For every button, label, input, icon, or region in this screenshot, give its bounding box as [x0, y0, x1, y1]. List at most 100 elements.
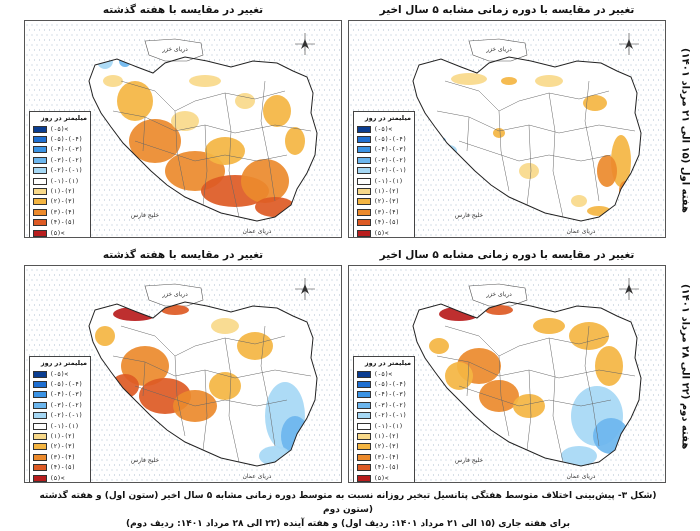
legend: میلیمتر در روز (-۵)< (-۵)-(-۴) (-۴)-(-۳) (-۳… [29, 111, 91, 237]
map-panel-week2-lastweek: تغییر در مقایسه با هفته گذشته دریای خزر د… [24, 249, 342, 483]
panel-title: تغییر در مقایسه با هفته گذشته [102, 249, 264, 261]
iran-landmass [413, 57, 641, 221]
anomaly-patch [237, 332, 273, 360]
legend-item: (۳)-(۴) [357, 207, 411, 217]
legend-item: (-۲)-(-۱) [357, 166, 411, 176]
caspian-sea [144, 283, 204, 307]
legend-label: (۵)< [374, 474, 389, 482]
legend-swatch [33, 146, 47, 154]
legend-swatch [357, 136, 371, 144]
anomaly-patch [211, 318, 239, 334]
legend-item: (۲)-(۳) [33, 197, 87, 207]
legend-label: (-۵)< [50, 125, 69, 133]
legend-swatch [357, 370, 371, 378]
legend-swatch [357, 208, 371, 216]
anomaly-patch [209, 372, 241, 400]
caspian-label: دریای خزر [161, 46, 188, 53]
legend-label: (۲)-(۳) [50, 198, 76, 206]
legend-swatch [357, 433, 371, 441]
legend-swatch [33, 156, 47, 164]
map-panel-week1-lastweek: تغییر در مقایسه با هفته گذشته دریای خزر د… [24, 4, 342, 238]
legend-swatch [33, 208, 47, 216]
country-border [412, 301, 642, 467]
legend-swatch [33, 453, 47, 461]
legend-swatch [357, 412, 371, 420]
legend-label: (۱)-(۲) [374, 188, 400, 196]
anomaly-patch [501, 77, 517, 85]
country-border [88, 56, 318, 222]
anomaly-patch [241, 159, 289, 203]
province-borders [436, 325, 636, 463]
legend-item: (-۵)-(-۴) [33, 134, 87, 144]
legend-label: (-۳)-(-۲) [50, 401, 83, 409]
panel-title: تغییر در مقایسه با دوره زمانی مشابه ۵ سا… [379, 4, 635, 16]
legend-label: (۲)-(۳) [50, 443, 76, 451]
legend-item: (-۳)-(-۲) [33, 155, 87, 165]
anomaly-patch [593, 418, 629, 454]
legend-swatch [357, 474, 371, 482]
iran-map: دریای خزر دریای عمان خلیج فارس [350, 24, 665, 236]
legend-item: (۴)-(۵) [357, 463, 411, 473]
row-label-week-1: هفته اول (۱۵ الی ۲۱ مرداد ۱۴۰۱) [679, 47, 691, 213]
legend-swatch [33, 136, 47, 144]
legend-swatch [33, 229, 47, 237]
caption-line-1: (شکل ۳- پیش‌بینی اختلاف متوسط هفتگی پتان… [39, 491, 657, 515]
anomaly-patch [189, 75, 221, 87]
legend-swatch [357, 125, 371, 133]
legend-item: (۴)-(۵) [33, 463, 87, 473]
country-border [412, 56, 642, 222]
province-borders [112, 80, 312, 218]
legend-label: (-۲)-(-۱) [50, 167, 83, 175]
legend-item: (۲)-(۳) [357, 197, 411, 207]
legend-item: (-۵)< [357, 124, 411, 134]
anomaly-patch [113, 307, 157, 321]
legend-label: (-۵)< [374, 370, 393, 378]
north-arrow-icon [295, 278, 315, 300]
legend-swatch [357, 401, 371, 409]
legend-item: (۴)-(۵) [33, 218, 87, 228]
legend-item: (-۲)-(-۱) [33, 411, 87, 421]
legend-label: (-۲)-(-۱) [374, 412, 407, 420]
legend-item: (-۵)-(-۴) [357, 379, 411, 389]
anomaly-patch [95, 326, 115, 346]
legend-label: (-۴)-(-۳) [374, 391, 407, 399]
north-arrow-icon [295, 33, 315, 55]
legend-label: (-۴)-(-۳) [50, 391, 83, 399]
oman-sea-label: دریای عمان [567, 473, 596, 480]
anomaly-patch [436, 137, 446, 145]
legend-item: (۱)-(۲) [33, 431, 87, 441]
legend-label: (۵)< [374, 229, 389, 237]
legend-swatch [33, 188, 47, 196]
anomaly-patch [485, 305, 513, 315]
anomaly-patch [513, 394, 545, 418]
anomaly-patch [451, 73, 487, 85]
legend-label: (۳)-(۴) [374, 208, 400, 216]
anomaly-patch [479, 380, 519, 412]
evaporation-anomaly-layer [95, 305, 309, 466]
legend-swatch [33, 464, 47, 472]
legend-label: (-۵)-(-۴) [50, 381, 83, 389]
legend-item: (-۵)-(-۴) [33, 379, 87, 389]
legend: میلیمتر در روز (-۵)< (-۵)-(-۴) (-۴)-(-۳) (-۳… [353, 111, 415, 237]
iran-map: دریای خزر دریای عمان خلیج فارس [350, 269, 665, 481]
legend-label: (۴)-(۵) [50, 464, 76, 472]
legend-item: (۱)-(۲) [357, 431, 411, 441]
legend-item: (-۱)-(۱) [357, 176, 411, 186]
iran-map: دریای خزر دریای عمان خلیج فارس [26, 269, 341, 481]
legend-item: (-۲)-(-۱) [33, 166, 87, 176]
anomaly-patch [103, 75, 123, 87]
anomaly-patch [263, 95, 291, 127]
legend-title: میلیمتر در روز [40, 359, 87, 367]
legend-label: (-۱)-(۱) [50, 177, 79, 185]
map-panel-week2-5year: تغییر در مقایسه با دوره زمانی مشابه ۵ سا… [348, 249, 666, 483]
panel-title: تغییر در مقایسه با دوره زمانی مشابه ۵ سا… [379, 249, 635, 261]
row-label-week-2: هفته دوم (۲۲ الی ۲۸ مرداد ۱۴۰۱) [679, 284, 691, 450]
legend-swatch [33, 381, 47, 389]
legend-swatch [33, 433, 47, 441]
legend-label: (-۱)-(۱) [374, 422, 403, 430]
caspian-label: دریای خزر [485, 291, 512, 298]
anomaly-patch [571, 195, 587, 207]
legend-item: (۴)-(۵) [357, 218, 411, 228]
legend-swatch [33, 401, 47, 409]
legend-label: (-۳)-(-۲) [374, 401, 407, 409]
